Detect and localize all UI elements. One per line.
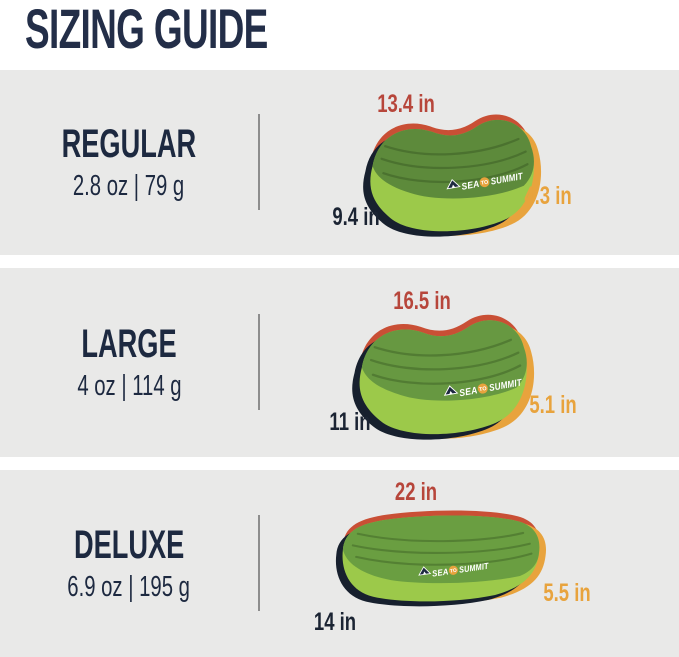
sea-to-summit-logo: SEA TO SUMMIT: [418, 561, 490, 579]
dimension-length: 13.4 in: [377, 90, 435, 118]
dimension-length: 16.5 in: [393, 287, 451, 315]
logo-text-sea: SEA: [431, 566, 449, 578]
size-section-large: LARGE 4 oz | 114 g SEA TO: [0, 268, 679, 457]
dimension-width: 14 in: [313, 608, 357, 636]
dimension-height: 4.3 in: [524, 182, 572, 210]
pillow-baffle-lines: [369, 338, 522, 385]
size-info-deluxe: DELUXE 6.9 oz | 195 g: [0, 470, 258, 657]
vertical-divider: [258, 515, 260, 611]
logo-text-sea: SEA: [458, 385, 478, 399]
pillow-illustration-deluxe: SEA TO SUMMIT: [335, 510, 547, 607]
vertical-divider: [258, 314, 260, 410]
pillow-baffle-lines: [380, 137, 529, 184]
vertical-divider: [258, 114, 260, 210]
size-section-regular: REGULAR 2.8 oz | 79 g SEA TO: [0, 70, 679, 255]
logo-to-badge: [448, 565, 458, 575]
size-info-large: LARGE 4 oz | 114 g: [0, 268, 258, 457]
logo-text-sea: SEA: [461, 179, 481, 193]
dimension-length: 22 in: [394, 478, 438, 506]
logo-text-to: TO: [481, 180, 489, 187]
page-title: SIZING GUIDE: [25, 0, 268, 60]
dimension-width: 9.4 in: [332, 203, 380, 231]
size-info-regular: REGULAR 2.8 oz | 79 g: [0, 70, 258, 255]
pillow-illustration-large: SEA TO SUMMIT: [352, 314, 535, 440]
pillow-illustration-regular: SEA TO SUMMIT: [363, 114, 542, 237]
dimension-height: 5.5 in: [543, 579, 591, 607]
size-section-deluxe: DELUXE 6.9 oz | 195 g SEA TO: [0, 470, 679, 657]
size-name: REGULAR: [61, 121, 197, 166]
dimension-width: 11 in: [329, 408, 371, 436]
logo-mountain-icon: [418, 566, 432, 576]
logo-text-to: TO: [450, 568, 458, 575]
size-weight: 2.8 oz | 79 g: [73, 169, 185, 202]
logo-to-badge: [479, 177, 490, 188]
dimension-height: 5.1 in: [529, 391, 577, 419]
logo-to-badge: [477, 383, 488, 394]
size-weight: 6.9 oz | 195 g: [67, 570, 191, 603]
size-name: LARGE: [81, 321, 177, 366]
logo-text-to: TO: [479, 386, 488, 393]
size-name: DELUXE: [73, 522, 185, 567]
logo-text-summit: SUMMIT: [458, 561, 489, 575]
size-weight: 4 oz | 114 g: [76, 369, 182, 402]
pillow-baffle-lines: [351, 531, 533, 566]
